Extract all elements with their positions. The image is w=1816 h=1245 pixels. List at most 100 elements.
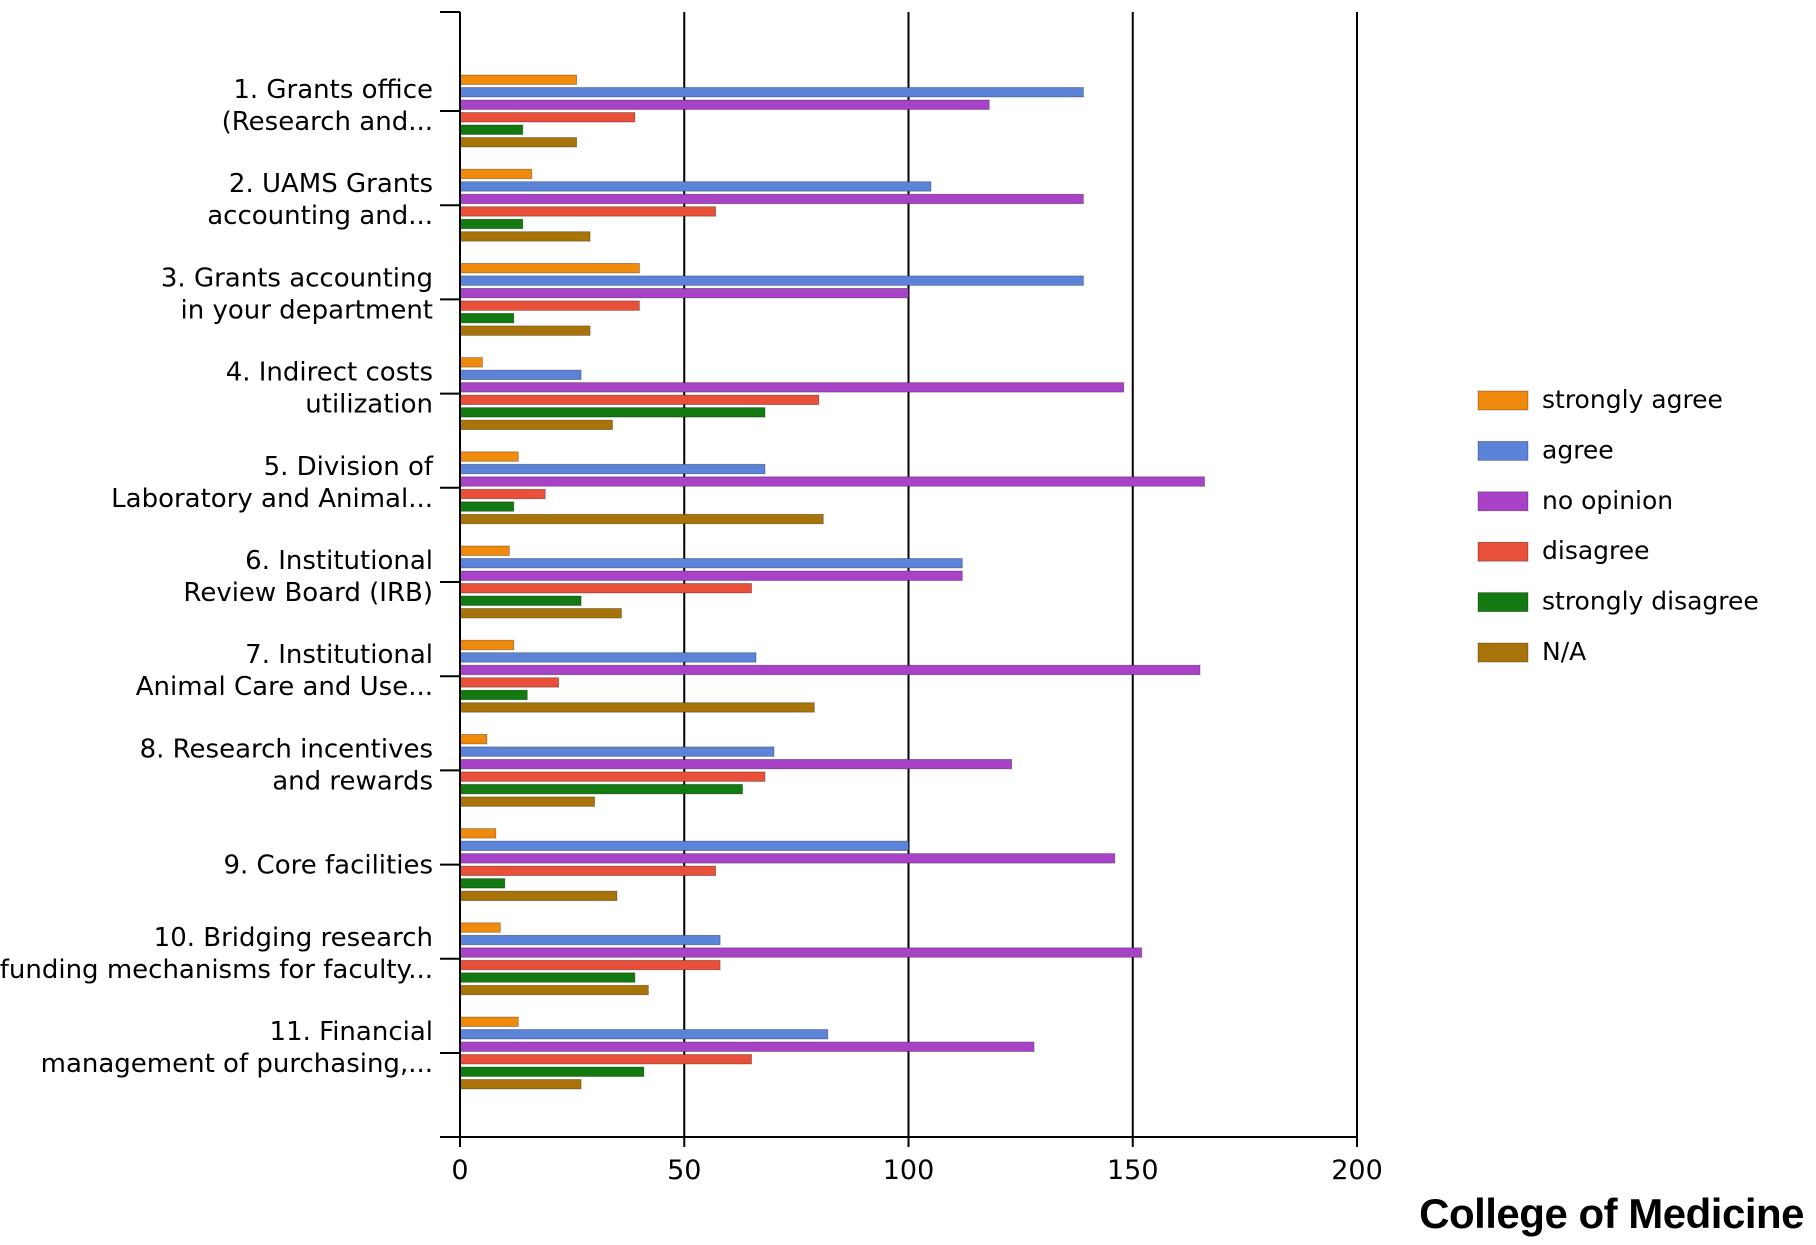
bar-7-no-opinion [459,664,1201,676]
category-label-2: accounting and... [207,201,433,231]
bar-1-no-opinion [459,99,990,110]
bar-10-no-opinion [459,947,1143,958]
category-label-5: 5. Division of [264,452,434,482]
category-label-9: 9. Core facilities [223,851,433,881]
bar-6-disagree [459,583,752,594]
bar-9-n-a [459,890,618,901]
bar-9-disagree [459,865,717,876]
category-label-6: 6. Institutional [245,546,433,576]
bar-2-strongly-disagree [459,218,524,230]
x-tick-label: 150 [1107,1155,1159,1186]
bar-4-no-opinion [459,382,1125,393]
bar-11-strongly-agree [459,1016,519,1027]
bar-3-strongly-agree [459,262,640,274]
x-tick-label: 200 [1331,1155,1383,1186]
bar-7-strongly-agree [459,639,515,651]
category-label-2: 2. UAMS Grants [229,169,433,199]
bar-5-strongly-agree [459,451,519,462]
bar-10-disagree [459,959,721,971]
legend-label: disagree [1542,536,1650,565]
x-tick-label: 50 [667,1155,701,1186]
bar-8-n-a [459,796,595,807]
bar-9-agree [459,840,909,851]
bar-6-strongly-disagree [459,595,582,606]
bar-5-no-opinion [459,476,1205,487]
bar-8-agree [459,746,775,757]
bar-2-agree [459,181,932,192]
legend-label: strongly agree [1542,385,1723,414]
category-label-4: utilization [305,390,433,420]
bar-1-agree [459,87,1084,98]
category-label-1: (Research and... [222,107,433,137]
bar-11-strongly-disagree [459,1066,645,1077]
bar-8-no-opinion [459,759,1013,770]
category-label-11: 11. Financial [270,1017,433,1047]
legend-swatch [1477,440,1529,461]
legend-label: agree [1542,435,1614,464]
bar-10-strongly-agree [459,922,501,933]
bar-8-strongly-agree [459,734,488,745]
bar-3-agree [459,275,1084,286]
bar-7-agree [459,652,757,663]
bar-11-agree [459,1029,829,1040]
legend-label: strongly disagree [1542,587,1759,616]
bar-6-strongly-agree [459,545,510,556]
bar-9-no-opinion [459,853,1116,864]
bar-7-n-a [459,702,815,713]
bar-11-no-opinion [459,1041,1035,1052]
bar-1-n-a [459,137,578,148]
legend-swatch [1477,592,1529,612]
bar-2-n-a [459,231,591,242]
legend-swatch [1477,390,1529,411]
bar-9-strongly-agree [459,828,497,839]
category-label-1: 1. Grants office [233,75,433,105]
y-axis-category-labels: 1. Grants office(Research and... 2. UAMS … [0,75,434,1079]
x-axis-tick-labels: 0 50 100 150 200 [451,1155,1382,1186]
category-label-8: 8. Research incentives [140,734,433,764]
category-label-5: Laboratory and Animal... [111,484,433,514]
category-label-7: 7. Institutional [245,640,433,670]
category-label-8: and rewards [272,766,433,796]
legend-label: N/A [1542,637,1586,666]
legend-swatch [1477,541,1529,562]
bar-5-n-a [459,513,824,525]
bar-5-strongly-disagree [459,501,515,512]
bar-4-agree [459,369,582,381]
bar-6-no-opinion [459,570,963,581]
bar-10-agree [459,934,721,946]
bar-7-strongly-disagree [459,689,528,701]
bar-4-disagree [459,394,820,406]
bar-9-strongly-disagree [459,878,506,889]
bar-5-disagree [459,488,546,500]
bar-10-n-a [459,984,649,996]
bar-4-strongly-disagree [459,407,766,418]
legend-swatch [1477,642,1529,663]
bar-10-strongly-disagree [459,972,636,983]
bar-3-strongly-disagree [459,312,515,324]
bar-4-strongly-agree [459,357,483,368]
category-label-10: 10. Bridging research [154,923,433,953]
bar-3-n-a [459,325,591,336]
bar-5-agree [459,463,766,475]
legend-label: no opinion [1542,486,1673,515]
bar-1-strongly-disagree [459,124,524,135]
bar-7-disagree [459,677,560,688]
legend-swatch [1477,491,1529,512]
bar-8-disagree [459,771,766,782]
bar-1-strongly-agree [459,74,578,85]
bar-11-disagree [459,1054,752,1065]
category-label-3: in your department [180,295,433,325]
bar-3-disagree [459,300,640,311]
bar-2-strongly-agree [459,168,533,180]
bar-6-n-a [459,608,622,619]
category-label-4: 4. Indirect costs [226,358,433,388]
chart-axes [440,11,1358,1147]
chart-bars [459,74,1205,1090]
category-label-11: management of purchasing,... [41,1049,433,1079]
x-tick-label: 0 [451,1155,468,1186]
footer-college-label: College of Medicine [1419,1190,1804,1237]
bar-6-agree [459,558,963,569]
bar-8-strongly-disagree [459,784,743,795]
bar-2-disagree [459,206,717,217]
